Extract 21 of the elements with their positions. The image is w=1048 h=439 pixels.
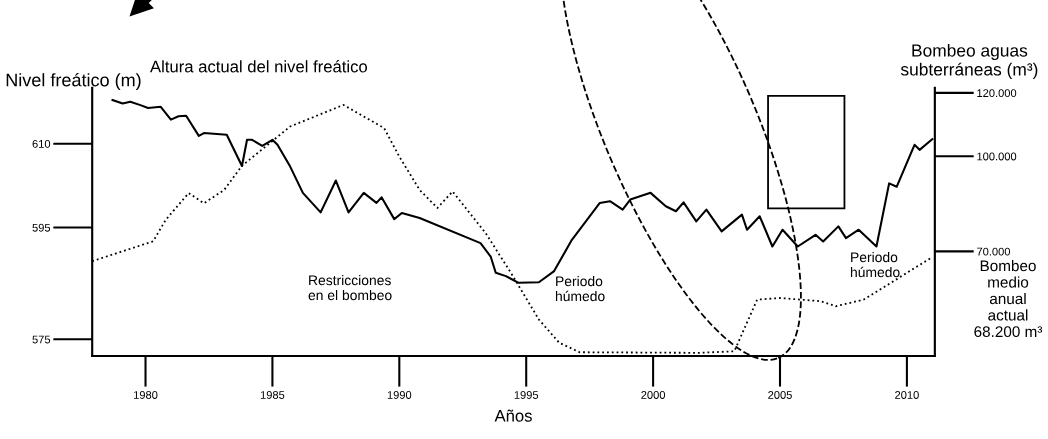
x-tick-label: 1990 bbox=[387, 391, 412, 399]
x-tick-label: 2010 bbox=[895, 391, 919, 399]
x-tick-label: 2000 bbox=[641, 391, 666, 399]
text: Bombeo medio anual actual 68.200 m³ bbox=[974, 260, 1043, 338]
y2-tick-label: 120.000 bbox=[977, 89, 1017, 98]
y-tick-label: 610 bbox=[32, 139, 51, 148]
y2-tick-label: 70.000 bbox=[977, 247, 1011, 256]
x-tick-label: 2005 bbox=[768, 391, 792, 399]
x-axis-title: Años bbox=[494, 409, 532, 422]
annotation: Periodo húmedo bbox=[850, 252, 900, 278]
x-tick-label: 1995 bbox=[514, 391, 539, 399]
text: Altura actual del nivel freático bbox=[150, 60, 368, 73]
y2-axis-title: Bombeo aguas subterráneas (m³) bbox=[900, 43, 1038, 80]
annotation: Restricciones en el bombeo bbox=[308, 275, 392, 301]
y2-tick-label: 100.000 bbox=[977, 152, 1017, 161]
y-axis-title: Nivel freático (m) bbox=[6, 72, 141, 90]
x-tick-label: 1985 bbox=[260, 391, 285, 399]
y-tick-label: 575 bbox=[32, 335, 51, 344]
y-tick-label: 595 bbox=[32, 223, 51, 232]
x-tick-label: 1980 bbox=[134, 391, 158, 399]
annotation: Periodo húmedo bbox=[555, 276, 605, 302]
